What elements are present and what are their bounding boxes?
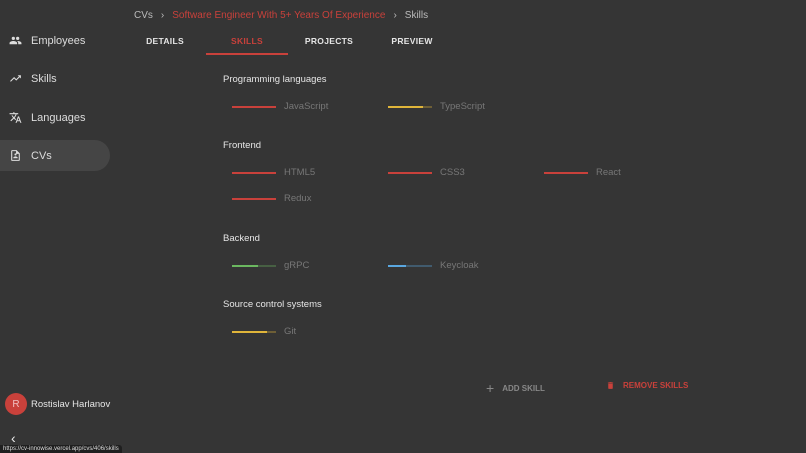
skill-level-fill: [232, 264, 259, 267]
skill-item[interactable]: Git: [232, 326, 296, 337]
skill-name: gRPC: [284, 260, 310, 271]
skill-level-bar: [232, 264, 276, 267]
user-name[interactable]: Rostislav Harlanov: [31, 399, 111, 410]
chevron-right-icon: ›: [160, 10, 165, 21]
skill-name: Git: [284, 326, 297, 337]
skill-level-bar: [232, 105, 276, 108]
skill-name: TypeScript: [440, 101, 485, 112]
breadcrumb-cv[interactable]: Software Engineer With 5+ Years Of Exper…: [172, 10, 386, 21]
category-title: Backend: [223, 233, 260, 244]
sidebar-item-label: CVs: [31, 149, 52, 162]
category-title: Frontend: [223, 140, 262, 151]
skill-item[interactable]: React: [544, 167, 621, 178]
tab-details[interactable]: DETAILS: [146, 36, 184, 46]
remove-skills-button[interactable]: REMOVE SKILLS: [606, 380, 688, 391]
skill-name: Keycloak: [440, 260, 479, 271]
skill-level-bar: [544, 171, 588, 174]
skill-item[interactable]: Redux: [232, 193, 311, 204]
skill-item[interactable]: JavaScript: [232, 101, 328, 112]
tab-skills[interactable]: SKILLS: [230, 36, 264, 46]
skill-name: CSS3: [440, 167, 465, 178]
skill-item[interactable]: HTML5: [232, 167, 315, 178]
skill-name: React: [596, 167, 621, 178]
plus-icon: +: [486, 380, 495, 396]
tab-indicator: [206, 53, 288, 55]
avatar[interactable]: R: [5, 393, 27, 415]
sidebar-item-cvs[interactable]: CVs: [0, 140, 110, 171]
breadcrumb: CVs › Software Engineer With 5+ Years Of …: [134, 10, 428, 21]
skill-level-fill: [388, 264, 406, 267]
sidebar-item-label: Skills: [31, 72, 57, 85]
skill-name: JavaScript: [284, 101, 329, 112]
skill-level-fill: [232, 330, 268, 333]
skill-level-bar: [388, 171, 432, 174]
tab-projects[interactable]: PROJECTS: [304, 36, 354, 46]
skill-level-fill: [232, 171, 276, 174]
skill-level-bar: [232, 171, 276, 174]
category-title: Source control systems: [223, 299, 322, 310]
translate-icon: [9, 112, 22, 123]
trash-icon: [607, 382, 614, 389]
skill-name: HTML5: [284, 167, 316, 178]
skill-level-bar: [232, 197, 276, 200]
skill-level-fill: [388, 171, 432, 174]
breadcrumb-skills: Skills: [404, 10, 429, 21]
skill-item[interactable]: Keycloak: [388, 260, 479, 271]
status-url: https://cv-innowise.vercel.app/cvs/406/s…: [0, 445, 122, 453]
skill-item[interactable]: gRPC: [232, 260, 309, 271]
skill-name: Redux: [284, 193, 312, 204]
skill-item[interactable]: CSS3: [388, 167, 465, 178]
skill-item[interactable]: TypeScript: [388, 101, 485, 112]
chevron-right-icon: ›: [393, 10, 397, 21]
document-icon: [11, 150, 20, 161]
sidebar-item-label: Employees: [31, 34, 86, 47]
category-title: Programming languages: [223, 74, 327, 85]
breadcrumb-cvs[interactable]: CVs: [134, 10, 153, 21]
skill-level-fill: [232, 197, 276, 200]
people-icon: [9, 36, 22, 45]
sidebar-item-skills[interactable]: Skills: [0, 63, 110, 94]
sidebar-item-languages[interactable]: Languages: [0, 102, 110, 133]
add-skill-button[interactable]: + ADD SKILL: [486, 380, 545, 396]
sidebar-item-label: Languages: [31, 111, 86, 124]
skill-level-fill: [544, 171, 588, 174]
skill-level-bar: [232, 330, 276, 333]
skill-level-fill: [388, 105, 424, 108]
sidebar-item-employees[interactable]: Employees: [0, 25, 110, 56]
skill-level-fill: [232, 105, 276, 108]
skill-level-bar: [388, 105, 432, 108]
tab-preview[interactable]: PREVIEW: [391, 36, 433, 46]
collapse-sidebar-icon[interactable]: ‹: [11, 430, 16, 446]
trending-up-icon: [10, 75, 21, 82]
skill-level-bar: [388, 264, 432, 267]
